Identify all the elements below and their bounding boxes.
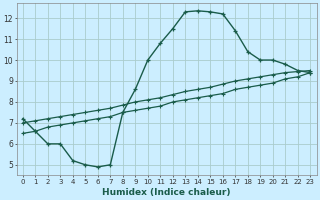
X-axis label: Humidex (Indice chaleur): Humidex (Indice chaleur) — [102, 188, 231, 197]
